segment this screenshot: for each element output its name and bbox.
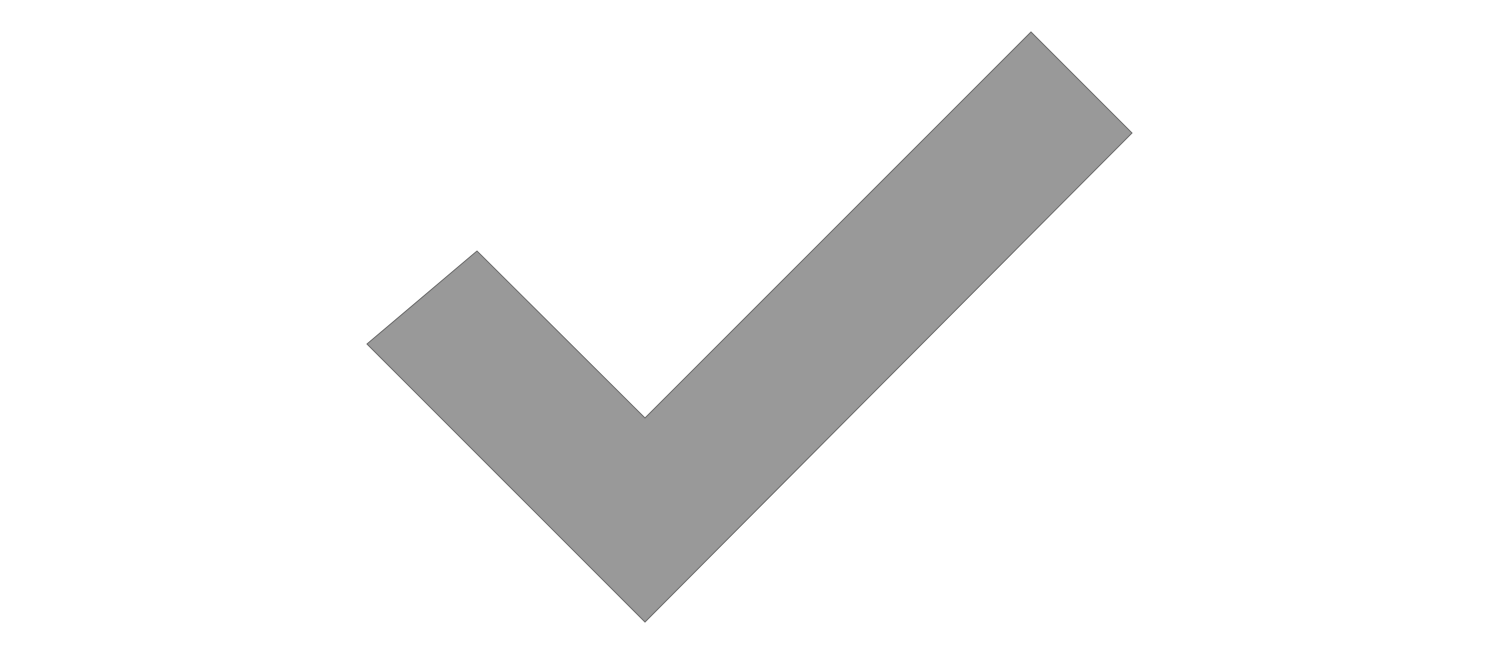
checkmark (366, 31, 1133, 623)
